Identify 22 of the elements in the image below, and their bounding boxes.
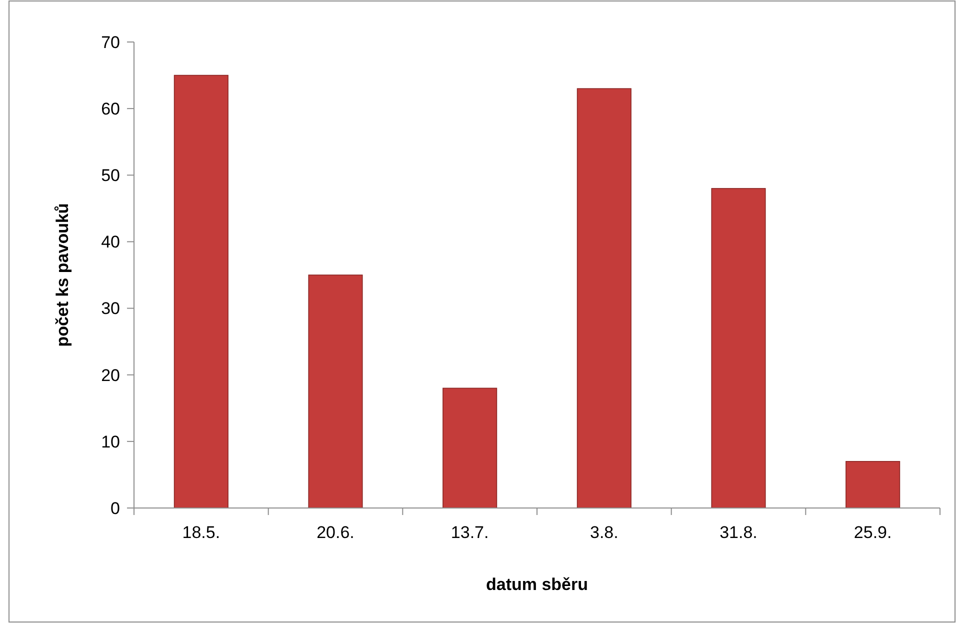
x-tick-label: 18.5. (182, 523, 220, 542)
x-tick-label: 31.8. (720, 523, 758, 542)
bar (174, 74, 228, 508)
bar (442, 388, 498, 508)
x-tick-label: 3.8. (590, 523, 618, 542)
x-tick-label: 20.6. (316, 523, 354, 542)
y-tick-label: 20 (101, 366, 120, 385)
x-tick-label: 13.7. (450, 523, 489, 542)
y-tick-label: 0 (110, 498, 120, 518)
y-tick-label: 40 (101, 232, 120, 252)
y-tick-label: 70 (101, 32, 120, 52)
x-axis-title: datum sběru (486, 575, 588, 594)
bar (711, 188, 766, 508)
y-tick-label: 30 (101, 299, 120, 318)
y-axis-title: počet ks pavouků (53, 203, 72, 347)
x-tick-label: 25.9. (854, 523, 892, 542)
y-tick-label: 10 (101, 432, 120, 452)
bar (308, 274, 363, 508)
bar (576, 88, 632, 508)
y-tick-label: 60 (101, 100, 120, 119)
y-tick-label: 50 (101, 166, 120, 186)
bar (846, 461, 900, 508)
